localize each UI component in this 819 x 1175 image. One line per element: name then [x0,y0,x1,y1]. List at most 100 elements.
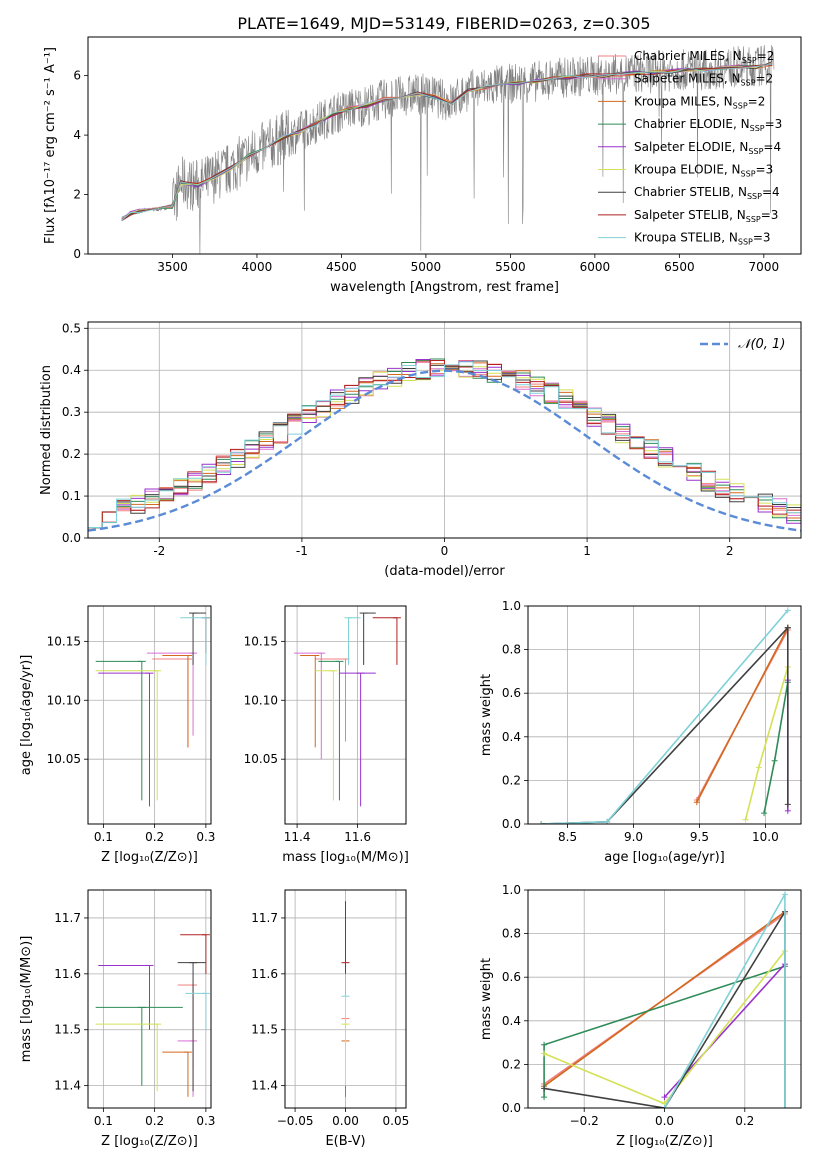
histogram-step [88,360,801,529]
histogram-step [88,360,801,528]
x-tick-label: 9.0 [624,830,643,844]
weight-point [781,891,788,898]
y-tick-label: 11.7 [54,911,81,925]
x-tick-label: 0.3 [196,1114,215,1128]
axes-frame [284,889,407,1109]
gaussian-reference-curve [88,369,801,532]
y-tick-label: 0.0 [502,817,521,831]
weight-line [763,682,789,814]
y-tick-label: 1.0 [502,883,521,897]
axes-frame [87,36,802,255]
plot-area [294,612,401,807]
model-spectrum-line [121,62,773,221]
y-tick-label: 10.15 [244,634,278,648]
y-axis-label: age [log₁₀(age/yr)] [19,655,34,776]
y-tick-label: 0 [73,247,81,261]
y-tick-label: 0.6 [502,686,521,700]
weight-point [781,1105,788,1108]
weight-point [784,624,791,631]
plot-area [95,612,210,807]
y-tick-label: 0.8 [502,927,521,941]
y-tick-label: 0.3 [62,405,81,419]
y-tick-label: 10.10 [47,693,81,707]
axes-frame [527,605,802,825]
axes-frame [284,605,407,825]
x-tick-label: 8.5 [558,830,577,844]
x-tick-label: 0.3 [196,830,215,844]
y-tick-label: 0.5 [62,321,81,335]
legend-label: Salpeter ELODIE, NSSP=4 [634,140,781,156]
y-axis-label: mass weight [479,674,494,756]
legend-label: Chabrier MILES, NSSP=2 [634,49,774,65]
y-tick-label: 0.2 [62,447,81,461]
panel-mass_vs_ebv: −0.05 0.00 0.05 11.4 11.5 11.6 11.7 E(B-V) [251,889,409,1149]
plot-area [88,358,801,532]
y-tick-label: 11.4 [251,1079,278,1093]
x-tick-label: -1 [296,544,308,558]
weight-point [761,810,768,817]
y-tick-label: 0.4 [62,363,81,377]
histogram-step [88,359,801,529]
x-tick-label: 0.2 [145,830,164,844]
y-tick-label: 11.5 [54,1023,81,1037]
legend-label: Salpeter MILES, NSSP=2 [634,72,773,88]
weight-point [661,1094,668,1101]
x-axis-label: Z [log₁₀(Z/Z⊙)] [101,1134,198,1149]
axes-frame [87,321,802,539]
plot-area [538,607,791,824]
y-tick-label: 10.15 [47,634,81,648]
legend-label: Salpeter STELIB, NSSP=3 [634,208,778,224]
legend-label: Kroupa MILES, NSSP=2 [634,94,765,110]
y-tick-label: 11.7 [251,911,278,925]
x-tick-label: 0.1 [94,830,113,844]
plot-area [341,901,350,1097]
y-tick-label: 11.6 [251,967,278,981]
weight-point [538,821,545,824]
x-tick-label: 2 [726,544,734,558]
y-axis-label: mass [log₁₀(M/M⊙)] [19,936,34,1063]
panel-residuals: -2 -1 0 1 2 0.0 0.1 0.2 0.3 0.4 0.5 (data-model)/er… [39,321,802,579]
y-tick-label: 0.0 [502,1101,521,1115]
axes-frame [527,889,802,1109]
x-axis-label: (data-model)/error [384,564,505,579]
weight-point [784,801,791,808]
y-tick-label: 0.1 [62,489,81,503]
weight-point [541,1041,548,1048]
x-tick-label: 9.5 [690,830,709,844]
x-tick-label: 6500 [664,260,695,274]
x-tick-label: 0.2 [145,1114,164,1128]
y-tick-label: 1.0 [502,599,521,613]
x-tick-label: 7000 [749,260,780,274]
weight-point [693,799,700,806]
x-tick-label: 4500 [326,260,357,274]
panel-weight_vs_age: 8.5 9.0 9.5 10.0 0.0 0.2 0.4 0.6 0.8 1.0 age [log₁… [479,599,802,865]
y-tick-label: 0.4 [502,1014,521,1028]
weight-point [742,816,749,823]
weight-point [541,1050,548,1057]
histogram-step [88,358,801,529]
x-tick-label: −0.05 [277,1114,314,1128]
gauss-legend-label: 𝒩(0, 1) [738,337,785,352]
x-tick-label: 0.1 [94,1114,113,1128]
model-spectrum-line [121,64,773,221]
y-tick-label: 0.2 [502,1057,521,1071]
panel-mass_vs_Z: 0.1 0.2 0.3 11.4 11.5 11.6 11.7 Z [log₁₀(Z/Z⊙)]… [19,889,215,1149]
y-tick-label: 4 [73,128,81,142]
x-tick-label: 5500 [495,260,526,274]
y-tick-label: 11.4 [54,1079,81,1093]
x-axis-label: wavelength [Angstrom, rest frame] [330,280,559,295]
panel-spectrum: 3500 4000 4500 5000 5500 6000 6500 7000 0 2 4 6 wave… [43,36,802,295]
x-tick-label: 0.2 [735,1114,754,1128]
legend-label: Chabrier STELIB, NSSP=4 [634,185,780,201]
weight-point [541,1085,548,1092]
plot-area [541,891,788,1108]
panel-age_vs_mass: 11.4 11.6 10.05 10.10 10.15 mass [log₁₀(M/M⊙)… [244,605,409,865]
weight-point [541,1094,548,1101]
histogram-step [88,361,801,528]
x-tick-label: 1 [583,544,591,558]
histogram-step [88,360,801,529]
y-axis-label: mass weight [479,958,494,1040]
weight-point [784,807,791,814]
y-tick-label: 10.10 [244,693,278,707]
legend-label: Chabrier ELODIE, NSSP=3 [634,117,782,133]
